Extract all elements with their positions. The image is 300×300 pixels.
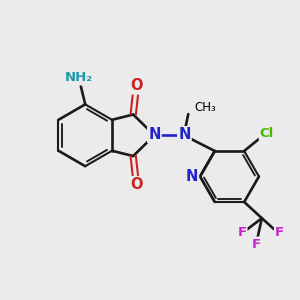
Text: O: O bbox=[130, 177, 143, 192]
Text: N: N bbox=[148, 127, 160, 142]
Text: N: N bbox=[186, 169, 198, 184]
Text: O: O bbox=[130, 79, 143, 94]
Text: NH₂: NH₂ bbox=[64, 71, 92, 84]
Text: F: F bbox=[237, 226, 246, 239]
Text: Cl: Cl bbox=[260, 127, 274, 140]
Text: F: F bbox=[275, 226, 284, 239]
Text: N: N bbox=[178, 127, 190, 142]
Text: CH₃: CH₃ bbox=[195, 101, 217, 114]
Text: F: F bbox=[251, 238, 260, 250]
